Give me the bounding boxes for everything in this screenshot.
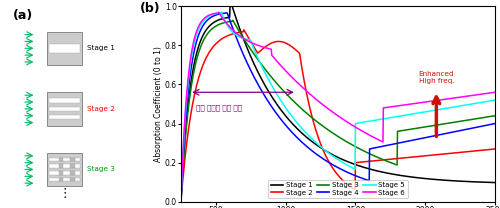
Bar xyxy=(50,171,80,175)
Bar xyxy=(59,158,63,161)
Bar xyxy=(59,164,63,168)
Bar xyxy=(50,158,80,161)
Text: Enhanced
High freq.: Enhanced High freq. xyxy=(418,72,454,84)
Bar xyxy=(70,171,74,175)
Bar xyxy=(48,92,82,125)
Bar xyxy=(50,44,80,53)
Bar xyxy=(50,164,80,168)
Bar xyxy=(50,115,80,119)
Bar xyxy=(50,178,80,181)
Text: (b): (b) xyxy=(140,2,160,15)
Bar xyxy=(70,178,74,181)
Bar xyxy=(50,107,80,111)
Bar xyxy=(50,98,80,103)
Y-axis label: Absorption Coefficient (0 to 1): Absorption Coefficient (0 to 1) xyxy=(154,46,163,162)
Text: Stage 1: Stage 1 xyxy=(88,45,116,51)
Text: (a): (a) xyxy=(13,9,33,22)
Text: 넓은 대역의 흡음 성능: 넓은 대역의 흡음 성능 xyxy=(196,105,242,111)
Bar xyxy=(70,158,74,161)
Text: Stage 2: Stage 2 xyxy=(88,106,116,112)
Bar xyxy=(48,32,82,65)
Legend: Stage 1, Stage 2, Stage 3, Stage 4, Stage 5, Stage 6: Stage 1, Stage 2, Stage 3, Stage 4, Stag… xyxy=(268,180,407,198)
Text: ⋮: ⋮ xyxy=(58,187,71,200)
Bar xyxy=(59,171,63,175)
Text: Stage 3: Stage 3 xyxy=(88,166,116,172)
Bar xyxy=(70,164,74,168)
Bar xyxy=(48,153,82,186)
Bar xyxy=(59,178,63,181)
